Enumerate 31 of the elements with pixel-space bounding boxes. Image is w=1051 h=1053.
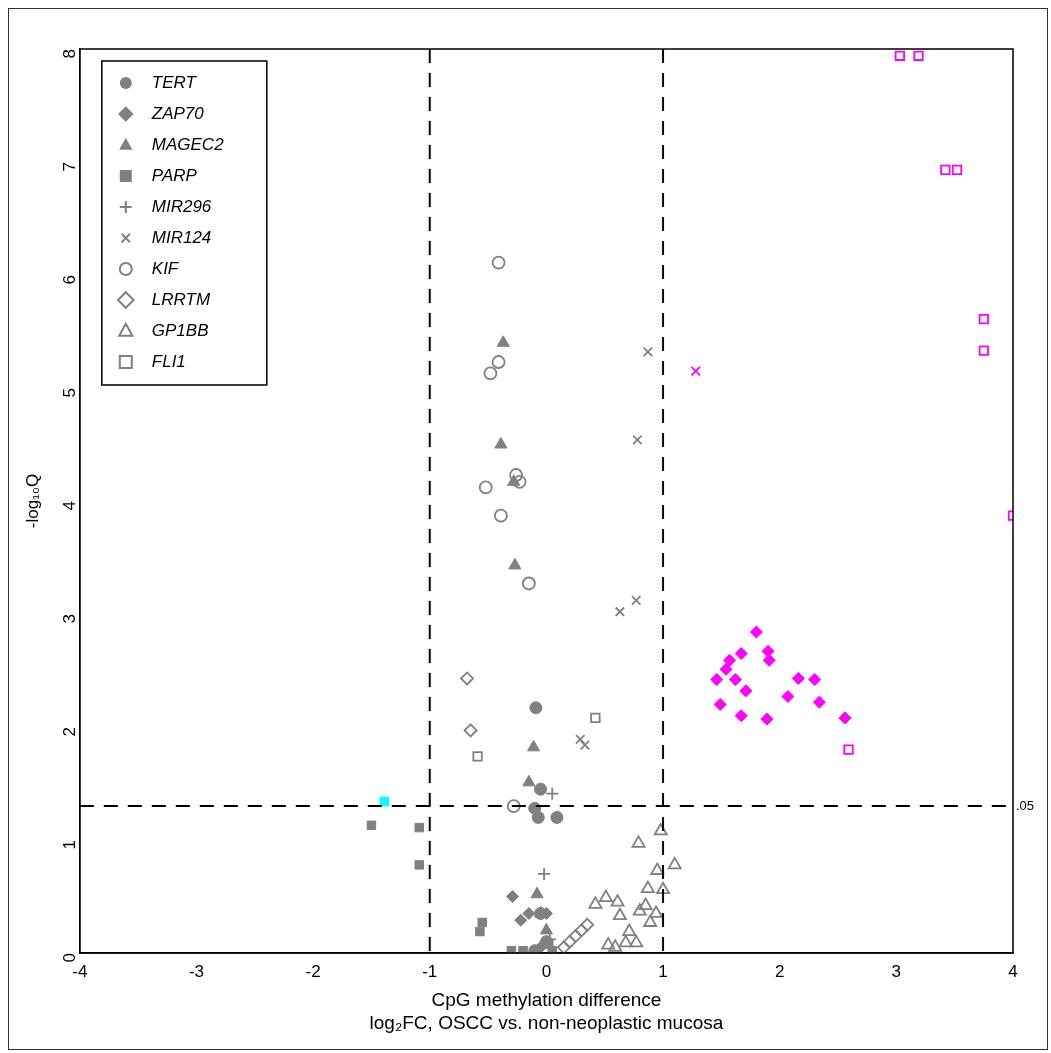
x-tick-label: -3 bbox=[188, 961, 205, 981]
legend-label: TERT bbox=[151, 72, 198, 92]
legend-label: LRRTM bbox=[151, 289, 211, 309]
y-axis-title: -log₁₀Q bbox=[22, 473, 42, 529]
y-tick-label: 1 bbox=[60, 840, 80, 850]
x-tick-label: 3 bbox=[891, 961, 902, 981]
x-tick-label: -2 bbox=[305, 961, 321, 981]
y-tick-label: 4 bbox=[60, 501, 80, 511]
x-tick-label: 2 bbox=[774, 961, 785, 981]
x-tick-label: 0 bbox=[541, 961, 552, 981]
y-tick-label: 5 bbox=[60, 388, 80, 398]
y-tick-label: 3 bbox=[60, 614, 80, 624]
legend-label: MAGEC2 bbox=[151, 134, 225, 154]
text: .05 bbox=[1016, 797, 1035, 813]
legend-label: MIR124 bbox=[151, 227, 212, 247]
legend-label: ZAP70 bbox=[150, 103, 205, 123]
legend-label: PARP bbox=[151, 165, 198, 185]
x-tick-label: -4 bbox=[72, 961, 88, 981]
y-tick-label: 8 bbox=[60, 49, 80, 59]
legend-label: KIF bbox=[151, 258, 180, 278]
legend-label: GP1BB bbox=[151, 320, 209, 340]
x-tick-label: 4 bbox=[1008, 961, 1018, 981]
x-tick-label: -1 bbox=[422, 961, 438, 981]
x-tick-label: 1 bbox=[658, 961, 668, 981]
y-tick-label: 0 bbox=[60, 953, 80, 963]
y-tick-label: 7 bbox=[60, 162, 80, 172]
y-tick-label: 6 bbox=[60, 275, 80, 285]
legend-label: FLI1 bbox=[151, 351, 186, 371]
legend-label: MIR296 bbox=[151, 196, 212, 216]
y-tick-label: 2 bbox=[60, 727, 80, 737]
x-axis-title: CpG methylation difference log₂FC, OSCC vs. non-neoplastic mucosa bbox=[369, 989, 724, 1033]
